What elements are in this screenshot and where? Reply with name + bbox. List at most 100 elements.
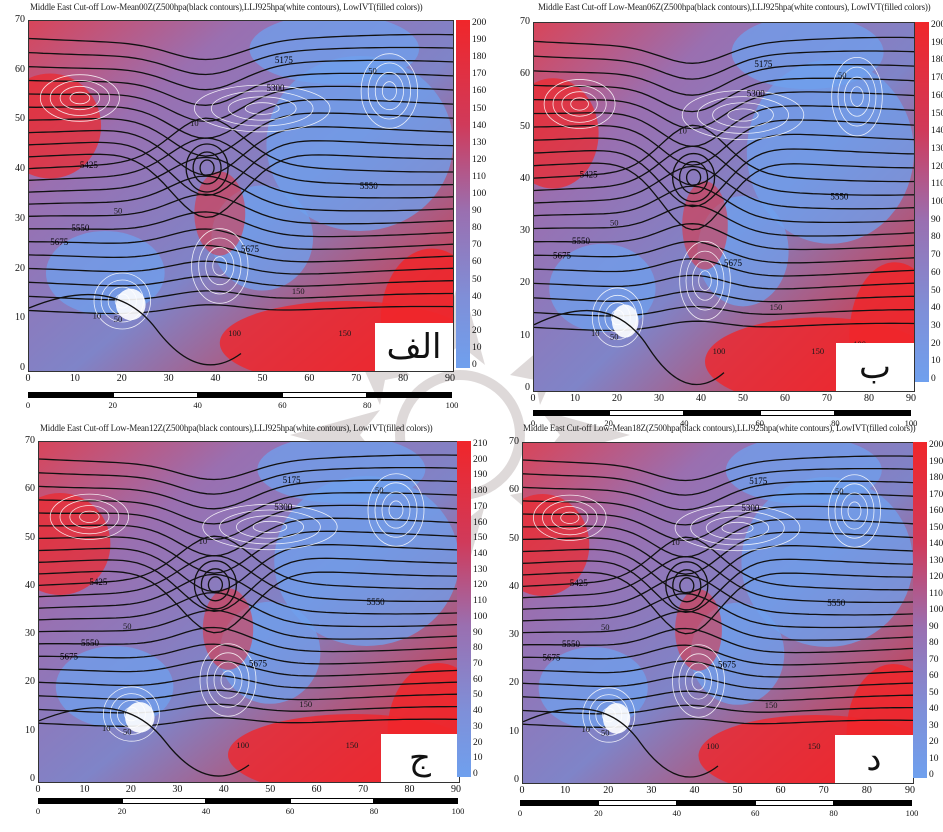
x-tick-label: 30 [163,373,174,384]
x-tick-label: 10 [69,373,80,384]
colorbar-tick-label: 70 [931,250,941,261]
colorbar-tick-label: 200 [473,454,488,465]
llj-contour [49,493,130,540]
z500-contour [39,689,459,701]
z500-contour [523,660,913,678]
ivt-colorbar [457,441,471,777]
llj-contour [696,96,789,134]
llj-contour [191,228,249,304]
colorbar-tick-label: 210 [473,439,488,449]
llj-contour [551,506,589,530]
ivt-field: 5175530054255550567555505675501050100150… [29,21,453,371]
z500-contour [523,518,913,558]
llj-label: 100 [236,740,249,750]
llj-label: 100 [713,346,726,356]
colorbar-tick-label: 160 [473,517,488,528]
z500-contour [534,165,914,210]
colorbar-tick-label: 90 [931,214,941,225]
llj-contour [552,85,607,123]
z500-contour [534,204,914,237]
scale-bar-label: 100 [445,400,459,410]
z500-contour [29,304,453,315]
x-tick-label: 50 [732,785,743,796]
colorbar-tick-label: 130 [931,143,943,154]
colorbar-tick-label: 60 [472,257,482,268]
scale-bar-segment [112,392,198,398]
panel-letter: د [835,735,913,783]
colorbar-tick-label: 100 [929,605,943,615]
cutoff-low-contour [193,560,238,610]
colorbar-tick-label: 70 [472,240,482,251]
colorbar-tick-label: 190 [931,37,943,48]
z500-contour [39,554,459,603]
scale-bar-label: 80 [831,418,840,428]
z500-contour [534,240,914,264]
x-tick-label: 0 [25,373,31,384]
colorbar-tick-label: 150 [472,103,487,114]
ivt-field: 5175530054255550567555505675501050100150… [39,442,459,782]
y-tick-label: 50 [509,532,519,544]
x-tick-label: 80 [404,784,415,795]
scale-bar [38,798,458,804]
z500-label: 5675 [241,244,260,254]
z500-contour [534,124,914,183]
y-tick-label: 70 [509,436,519,447]
llj-contour [847,501,862,521]
scale-bar [520,800,912,806]
z500-label: 5300 [266,83,285,93]
y-tick-label: 50 [25,531,35,543]
x-tick-label: 60 [775,785,786,796]
colorbar-tick-label: 30 [931,320,941,331]
z500-contour [534,310,725,386]
scale-bar-segment [367,392,452,398]
cutoff-low-contour [665,561,709,611]
scale-bar-label: 0 [530,418,536,428]
z500-contour [29,156,453,199]
z500-contour [39,504,459,541]
llj-label: 10 [102,723,111,733]
z500-contour [29,211,453,238]
scale-bar-label: 40 [672,808,682,818]
map-area: 5175530054255550567555505675501050100150… [522,442,914,784]
z500-contour [39,591,459,628]
scale-bar-label: 60 [278,400,287,410]
llj-contour [210,90,314,127]
colorbar-tick-label: 110 [931,179,943,190]
z500-label: 5175 [754,59,773,69]
llj-contour [374,482,418,538]
colorbar-tick-label: 200 [929,440,943,450]
y-tick-label: 70 [15,14,25,25]
colorbar-tick-label: 0 [473,769,478,779]
cutoff-low-contour [185,143,229,193]
scale-bar-segment [38,798,122,804]
ivt-field: 5175530054255550567555505675501050100150… [523,443,913,783]
llj-contour [674,504,801,552]
llj-contour [691,671,706,691]
z500-contour [39,707,250,777]
colorbar-tick-label: 130 [473,564,488,575]
scale-bar-segment [290,798,374,804]
y-tick-label: 60 [520,68,530,80]
z500-contour [534,290,914,303]
llj-contour [831,56,883,137]
scale-bar-segment [122,798,206,804]
colorbar-tick-label: 170 [929,489,943,500]
cutoff-low-contour [671,152,716,203]
z500-contour [523,644,913,666]
colorbar-tick-label: 80 [929,638,939,648]
llj-contour [841,492,868,530]
llj-label: 50 [610,331,619,341]
llj-contour [360,53,419,129]
z500-contour [29,275,453,287]
z500-label: 5425 [580,170,599,180]
colorbar-tick-label: 80 [931,232,941,243]
colorbar-tick-label: 30 [472,308,482,319]
z500-contour [523,545,913,594]
z500-label: 5425 [89,577,108,587]
scale-bar-label: 40 [679,418,689,428]
llj-label: 50 [838,70,847,80]
colorbar-tick-label: 120 [929,572,943,582]
llj-contour [691,260,719,301]
llj-contour [705,516,770,540]
cutoff-low-contour [685,168,702,187]
